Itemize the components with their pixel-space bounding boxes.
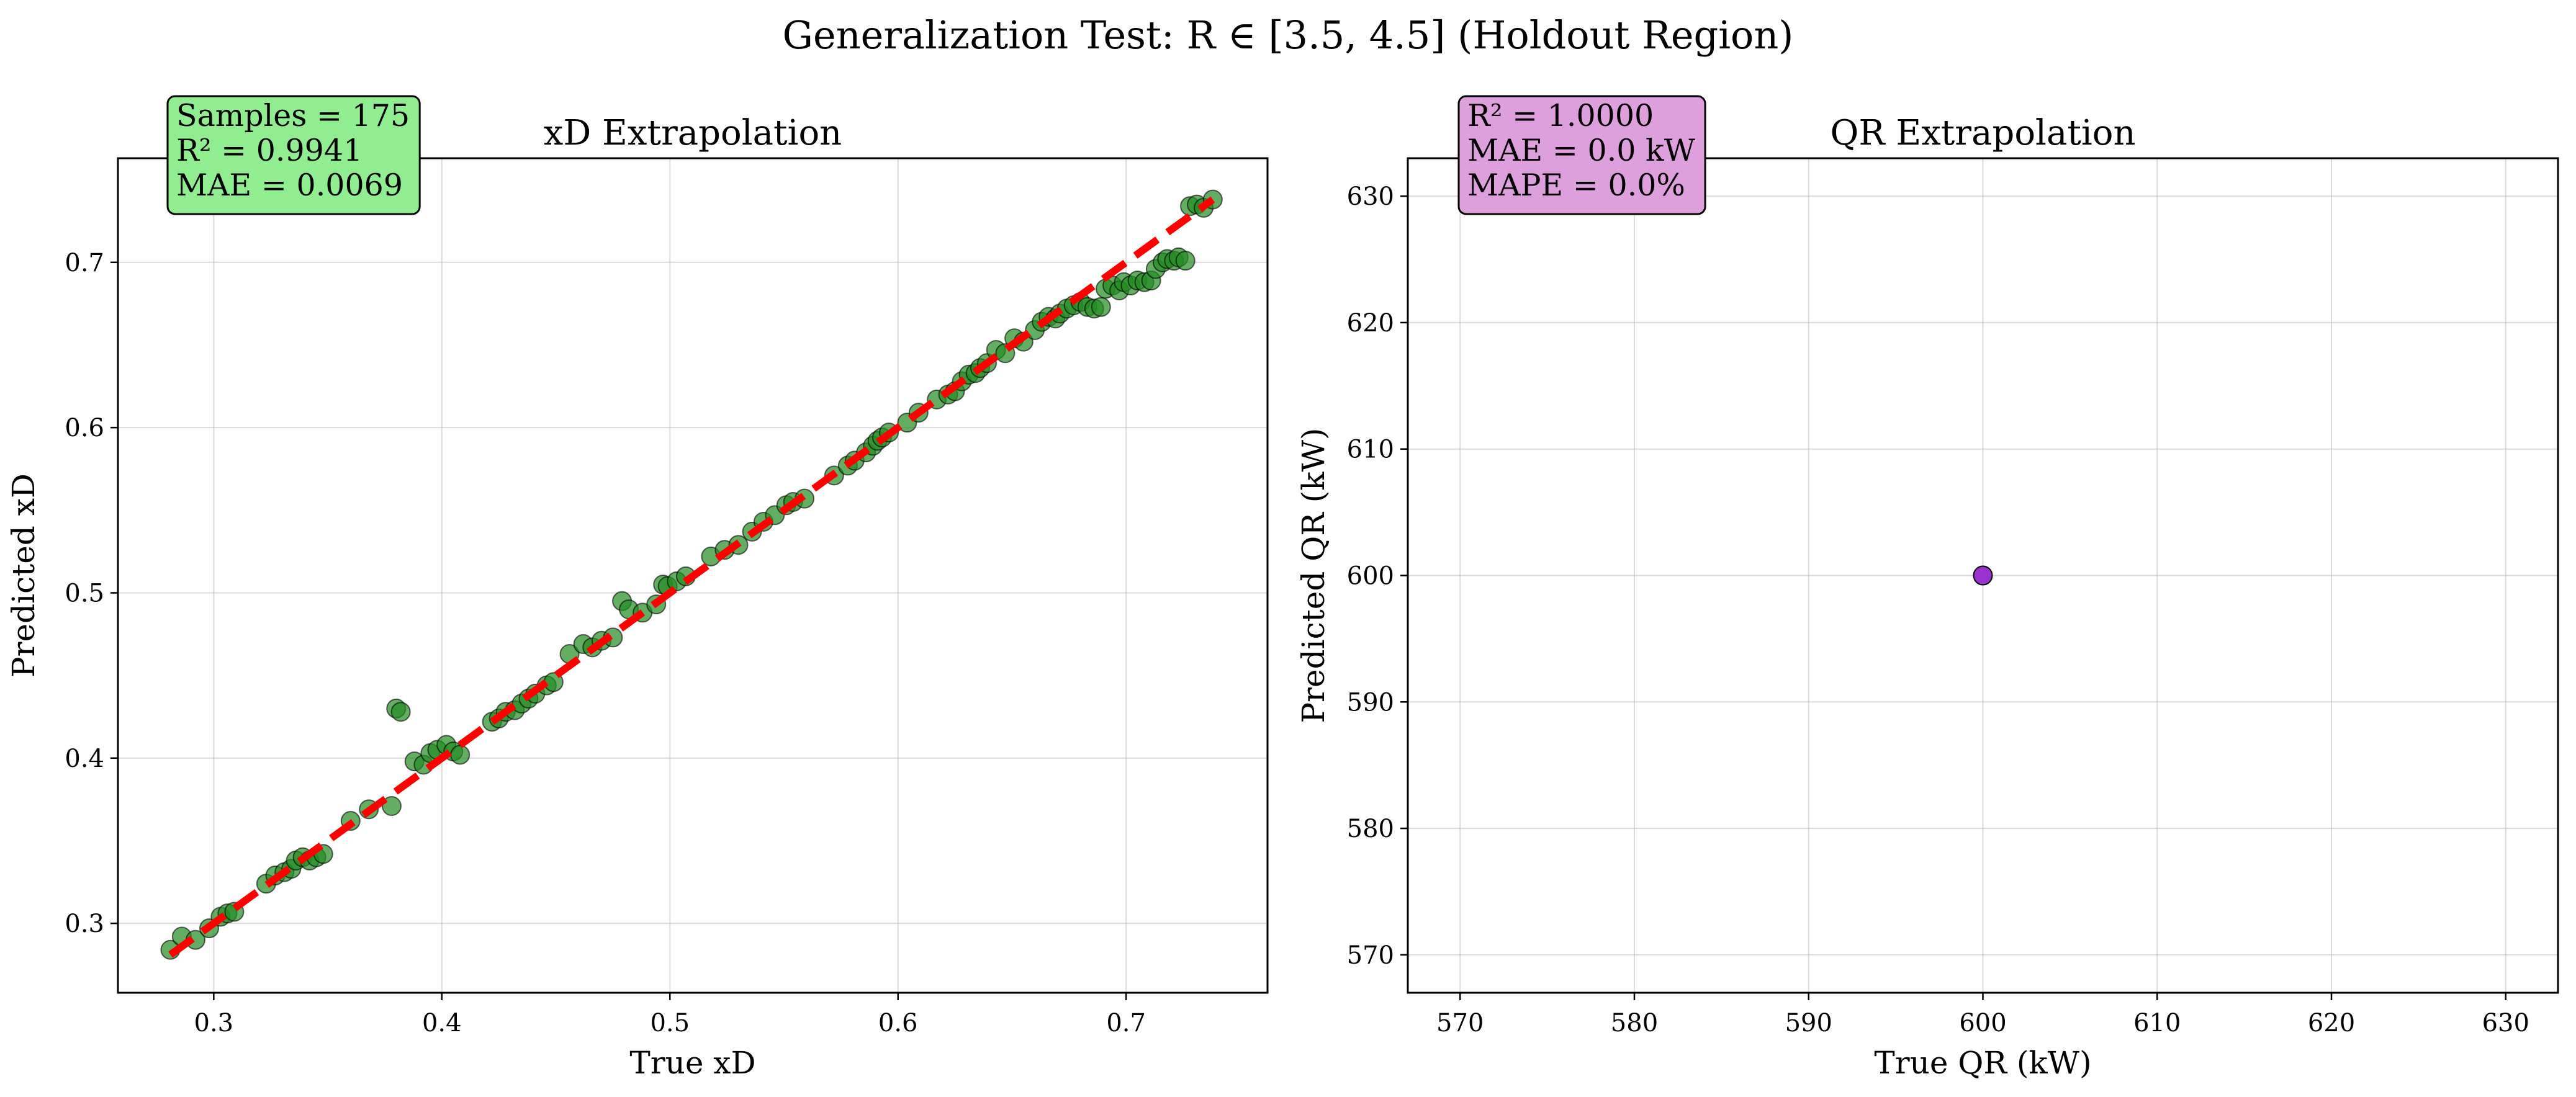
xd-data-point <box>1175 251 1196 271</box>
qr-x-tick-label: 600 <box>1959 1009 2006 1037</box>
qr-y-tick-label: 620 <box>1347 309 1394 338</box>
xd-y-tick-label: 0.5 <box>65 579 104 607</box>
xd-plot-frame <box>117 157 1269 994</box>
xd-stats-box-background <box>166 95 421 215</box>
qr-plot-title: QR Extrapolation <box>1830 113 2135 153</box>
qr-x-tick-label: 570 <box>1436 1009 1484 1037</box>
xd-y-tick-label: 0.7 <box>65 249 104 277</box>
qr-extrapolation-plot: 570 580 590 600 610 620 630 570 580 590 600 610 620 6… <box>1295 95 2559 1081</box>
qr-stat-mape: MAPE = 0.0% <box>1467 168 1685 203</box>
qr-y-tick-label: 610 <box>1347 436 1394 464</box>
xd-y-tick-label: 0.6 <box>65 414 104 442</box>
qr-y-tick-label: 580 <box>1347 815 1394 843</box>
qr-y-tick-label: 590 <box>1347 688 1394 717</box>
qr-x-tick-label: 620 <box>2308 1009 2355 1037</box>
qr-stats-box: R² = 1.0000 MAE = 0.0 kW MAPE = 0.0% <box>1457 95 1706 215</box>
xd-y-axis-label: Predicted xD <box>6 473 42 678</box>
xd-data-point <box>1091 297 1111 317</box>
xd-extrapolation-plot: 0.3 0.4 0.5 0.6 0.7 0.3 0.4 0.5 0.6 0.7 xD Extrap… <box>6 95 1269 1081</box>
qr-y-tick-label: 570 <box>1347 941 1394 970</box>
xd-data-point <box>450 745 471 765</box>
qr-points <box>1973 565 1993 586</box>
qr-stat-mae: MAE = 0.0 kW <box>1467 133 1696 168</box>
qr-x-tick-label: 580 <box>1611 1009 1658 1037</box>
xd-stat-samples: Samples = 175 <box>176 98 410 133</box>
xd-x-tick-label: 0.5 <box>650 1009 690 1037</box>
xd-x-tick-label: 0.3 <box>194 1009 234 1037</box>
xd-x-tick-label: 0.4 <box>422 1009 462 1037</box>
qr-x-axis-label: True QR (kW) <box>1874 1045 2091 1081</box>
qr-y-axis-label: Predicted QR (kW) <box>1295 428 1331 723</box>
qr-stats-box-background <box>1457 95 1706 215</box>
qr-x-tick-label: 590 <box>1785 1009 1832 1037</box>
xd-data-point <box>390 702 411 722</box>
qr-stat-r2: R² = 1.0000 <box>1467 98 1654 133</box>
xd-x-axis-label: True xD <box>629 1045 755 1081</box>
qr-x-tick-label: 610 <box>2133 1009 2181 1037</box>
xd-x-tick-label: 0.6 <box>878 1009 918 1037</box>
xd-y-tick-label: 0.3 <box>65 910 104 938</box>
xd-stat-r2: R² = 0.9941 <box>176 133 363 168</box>
xd-stats-box: Samples = 175 R² = 0.9941 MAE = 0.0069 <box>166 95 421 215</box>
xd-x-tick-label: 0.7 <box>1106 1009 1146 1037</box>
xd-reference-line <box>168 196 1215 958</box>
xd-y-tick-label: 0.4 <box>65 745 104 773</box>
figure-suptitle: Generalization Test: R ∈ [3.5, 4.5] (Hol… <box>782 12 1793 58</box>
qr-x-tick-label: 630 <box>2482 1009 2529 1037</box>
xd-stat-mae: MAE = 0.0069 <box>176 168 403 203</box>
qr-y-tick-label: 630 <box>1347 182 1394 211</box>
qr-y-tick-label: 600 <box>1347 562 1394 591</box>
xd-ticks: 0.3 0.4 0.5 0.6 0.7 0.3 0.4 0.5 0.6 0.7 <box>65 249 1146 1037</box>
qr-data-point <box>1973 565 1993 586</box>
xd-plot-title: xD Extrapolation <box>544 113 842 153</box>
qr-ticks: 570 580 590 600 610 620 630 570 580 590 600 610 620 6… <box>1347 182 2529 1037</box>
